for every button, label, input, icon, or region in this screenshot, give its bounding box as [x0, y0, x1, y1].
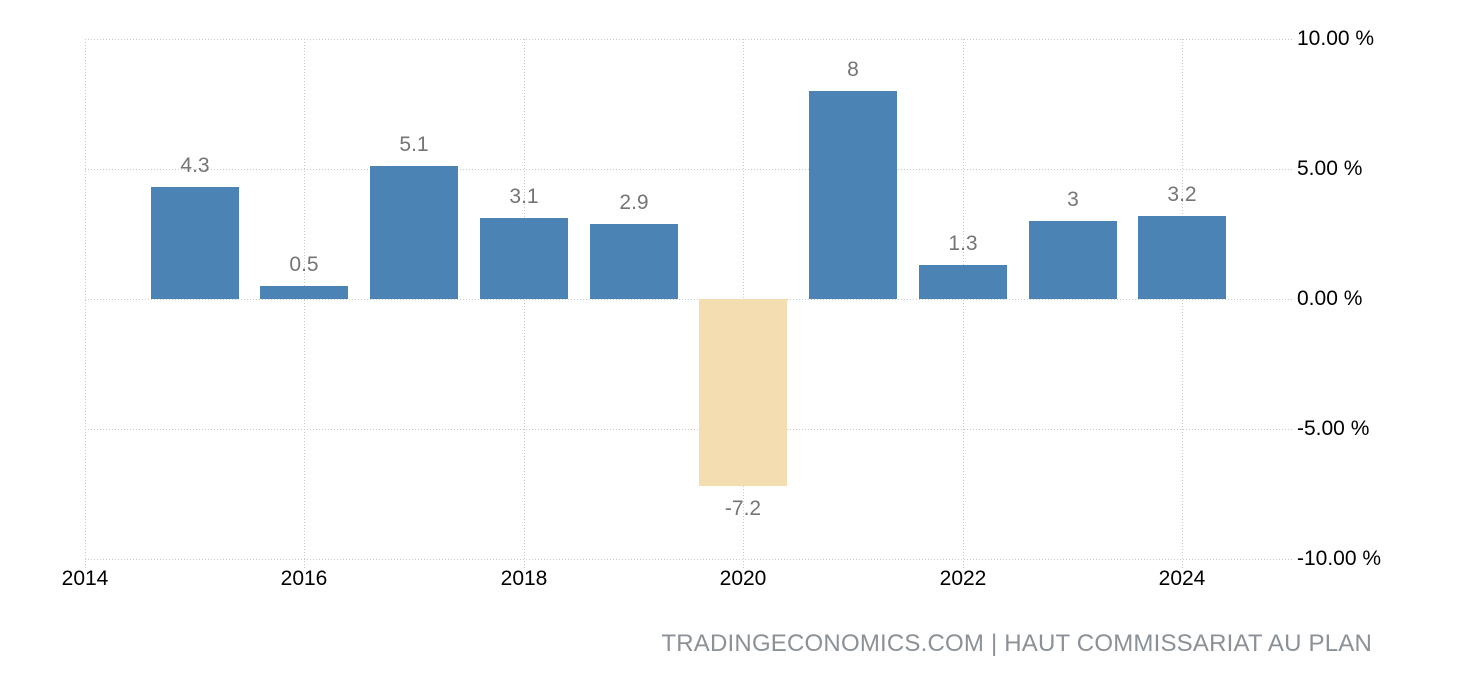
- gridline-vertical: [1182, 39, 1183, 569]
- bar-2017[interactable]: [370, 166, 458, 299]
- bar-value-label: 4.3: [180, 154, 210, 177]
- gridline-vertical: [304, 39, 305, 569]
- bar-value-label: 0.5: [289, 253, 319, 276]
- gridline-horizontal: [85, 39, 1292, 40]
- bar-2015[interactable]: [151, 187, 239, 299]
- bar-2019[interactable]: [590, 224, 678, 299]
- y-axis-tick-label: 0.00 %: [1297, 287, 1363, 310]
- bar-value-label: 1.3: [948, 232, 978, 255]
- gridline-vertical: [85, 39, 86, 569]
- bar-2024[interactable]: [1138, 216, 1226, 299]
- x-axis-tick-label: 2024: [1158, 567, 1206, 590]
- y-axis-tick-label: -10.00 %: [1297, 547, 1382, 570]
- bar-value-label: 3.2: [1167, 183, 1197, 206]
- bar-2020[interactable]: [699, 299, 787, 486]
- bar-2021[interactable]: [809, 91, 897, 299]
- gridline-vertical: [524, 39, 525, 569]
- y-axis-tick-label: -5.00 %: [1297, 417, 1370, 440]
- bar-value-label: 3: [1067, 188, 1079, 211]
- x-axis-tick-label: 2018: [500, 567, 548, 590]
- bar-value-label: 8: [847, 58, 859, 81]
- bar-2022[interactable]: [919, 265, 1007, 299]
- gridline-horizontal: [85, 299, 1292, 300]
- gridline-horizontal: [85, 169, 1292, 170]
- bar-value-label: 3.1: [509, 185, 539, 208]
- x-axis-tick-label: 2020: [719, 567, 767, 590]
- gridline-vertical: [963, 39, 964, 569]
- y-axis-tick-label: 5.00 %: [1297, 157, 1363, 180]
- x-axis-tick-label: 2014: [61, 567, 109, 590]
- bar-2023[interactable]: [1029, 221, 1117, 299]
- bar-value-label: -7.2: [724, 497, 762, 520]
- bar-value-label: 2.9: [619, 191, 649, 214]
- x-axis-tick-label: 2016: [280, 567, 328, 590]
- y-axis-tick-label: 10.00 %: [1297, 27, 1375, 50]
- gridline-horizontal: [85, 559, 1292, 560]
- gridline-horizontal: [85, 429, 1292, 430]
- bar-2016[interactable]: [260, 286, 348, 299]
- bar-2018[interactable]: [480, 218, 568, 299]
- x-axis-tick-label: 2022: [939, 567, 987, 590]
- bar-value-label: 5.1: [399, 133, 429, 156]
- attribution-text: TRADINGECONOMICS.COM | HAUT COMMISSARIAT…: [661, 630, 1372, 657]
